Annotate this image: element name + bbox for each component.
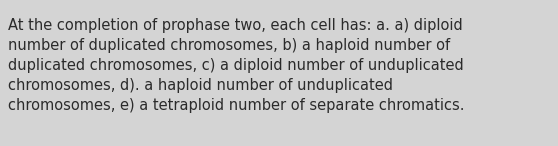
Text: At the completion of prophase two, each cell has: a. a) diploid
number of duplic: At the completion of prophase two, each …: [8, 18, 464, 113]
